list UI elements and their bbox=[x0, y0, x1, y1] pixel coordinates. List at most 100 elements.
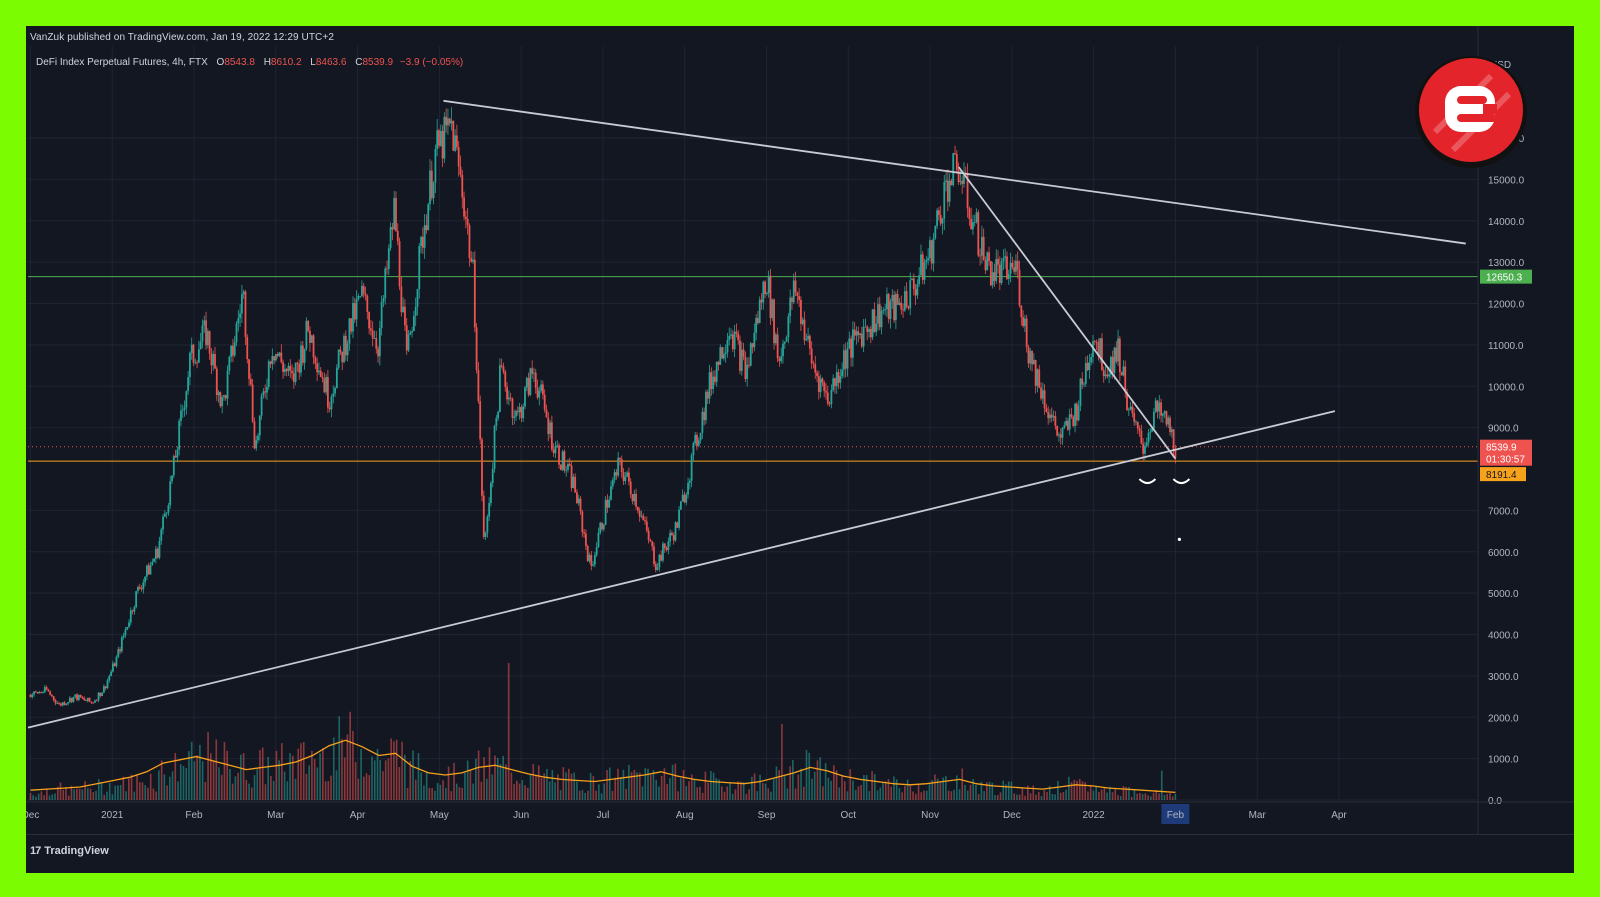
volume-bar bbox=[1163, 795, 1166, 800]
candle-body bbox=[90, 701, 93, 703]
candle-body bbox=[886, 294, 888, 310]
volume-bar bbox=[54, 793, 56, 800]
volume-bar bbox=[469, 769, 472, 800]
candle-body bbox=[595, 547, 598, 556]
volume-bar bbox=[955, 775, 958, 800]
symbol-title[interactable]: DeFi Index Perpetual Futures, 4h, FTX bbox=[36, 57, 208, 68]
volume-bar bbox=[1062, 792, 1065, 800]
candle-body bbox=[524, 387, 526, 407]
volume-bar bbox=[789, 766, 791, 800]
candle-body bbox=[735, 331, 738, 334]
volume-bar bbox=[781, 723, 783, 800]
candle-body bbox=[887, 294, 890, 320]
candle-body bbox=[1013, 267, 1016, 272]
candle-body bbox=[1047, 412, 1050, 419]
volume-bar bbox=[999, 792, 1002, 800]
candle-body bbox=[447, 118, 449, 126]
candle-body bbox=[583, 532, 586, 534]
candle-body bbox=[782, 343, 784, 357]
candle-body bbox=[323, 378, 326, 393]
volume-bar bbox=[854, 789, 857, 800]
green-level-tag bbox=[1480, 269, 1532, 284]
volume-bar bbox=[291, 755, 294, 800]
volume-bar bbox=[220, 774, 223, 800]
volume-bar bbox=[783, 776, 786, 800]
candle-body bbox=[800, 299, 802, 324]
volume-bar bbox=[199, 744, 201, 800]
candle-body bbox=[995, 258, 998, 281]
candle-body bbox=[47, 689, 50, 692]
candle-body bbox=[226, 370, 229, 399]
candle-body bbox=[957, 169, 960, 183]
candle-body bbox=[117, 649, 120, 657]
close-value: 8539.9 bbox=[362, 57, 394, 68]
tradingview-brand[interactable]: 17 TradingView bbox=[30, 845, 109, 857]
volume-bar bbox=[748, 789, 750, 800]
volume-bar bbox=[401, 741, 403, 800]
volume-bar bbox=[677, 791, 679, 800]
candle-body bbox=[814, 364, 817, 373]
volume-bar bbox=[67, 795, 70, 800]
candle-body bbox=[511, 398, 514, 418]
candle-body bbox=[240, 294, 243, 314]
y-tick-label: 12000.0 bbox=[1488, 300, 1525, 311]
candle-body bbox=[877, 304, 879, 324]
upper-resistance-trendline[interactable] bbox=[443, 99, 1466, 245]
candle-body bbox=[869, 328, 872, 338]
volume-bar bbox=[204, 782, 207, 800]
x-tick-label: Jul bbox=[597, 810, 610, 821]
volume-bar bbox=[136, 774, 138, 800]
steep-downtrend-trendline[interactable] bbox=[957, 166, 1177, 460]
candle-body bbox=[642, 515, 645, 521]
candle-body bbox=[1165, 411, 1168, 425]
volume-bar bbox=[395, 739, 398, 800]
volume-bar bbox=[887, 779, 890, 800]
candle-body bbox=[174, 455, 177, 458]
candle-body bbox=[1000, 261, 1003, 283]
lower-support-trendline[interactable] bbox=[27, 410, 1336, 729]
candle-body bbox=[1023, 318, 1026, 327]
volume-bar bbox=[1040, 796, 1043, 800]
candle-body bbox=[348, 318, 351, 344]
volume-bar bbox=[649, 774, 652, 800]
volume-bar bbox=[879, 787, 882, 800]
volume-bar bbox=[485, 778, 488, 800]
volume-bar bbox=[570, 773, 573, 800]
volume-bar bbox=[406, 788, 409, 800]
candle-body bbox=[739, 340, 741, 371]
volume-bar bbox=[846, 791, 849, 800]
candle-body bbox=[473, 259, 476, 328]
candle-body bbox=[789, 297, 792, 317]
candle-body bbox=[368, 312, 371, 329]
volume-bar bbox=[827, 777, 830, 800]
candle-body bbox=[961, 180, 964, 184]
candle-body bbox=[149, 564, 152, 575]
volume-bar bbox=[1065, 789, 1067, 800]
volume-bar bbox=[158, 770, 160, 800]
volume-bar bbox=[496, 757, 499, 800]
volume-bar bbox=[106, 791, 108, 800]
volume-bar bbox=[316, 767, 319, 800]
price-chart[interactable]: 0.01000.02000.03000.04000.05000.06000.07… bbox=[26, 26, 1574, 834]
volume-bar bbox=[1092, 790, 1095, 800]
candle-body bbox=[215, 368, 218, 396]
volume-bar bbox=[133, 791, 136, 800]
volume-bar bbox=[1089, 785, 1092, 800]
candle-body bbox=[205, 320, 207, 346]
tradingview-footer: 17 TradingView bbox=[26, 834, 1574, 873]
volume-bar bbox=[518, 783, 521, 800]
candle-body bbox=[208, 331, 211, 354]
volume-bar bbox=[412, 750, 414, 800]
candle-body bbox=[955, 154, 958, 170]
volume-bar bbox=[720, 786, 723, 800]
candle-body bbox=[507, 397, 510, 400]
y-tick-label: 13000.0 bbox=[1488, 258, 1525, 269]
volume-bar bbox=[322, 748, 324, 800]
volume-bar bbox=[81, 789, 84, 800]
volume-bar bbox=[431, 787, 433, 800]
candle-body bbox=[556, 445, 559, 447]
volume-bar bbox=[371, 756, 373, 800]
volume-bar bbox=[710, 770, 712, 800]
volume-bar bbox=[1081, 781, 1084, 800]
volume-bar bbox=[160, 760, 163, 800]
